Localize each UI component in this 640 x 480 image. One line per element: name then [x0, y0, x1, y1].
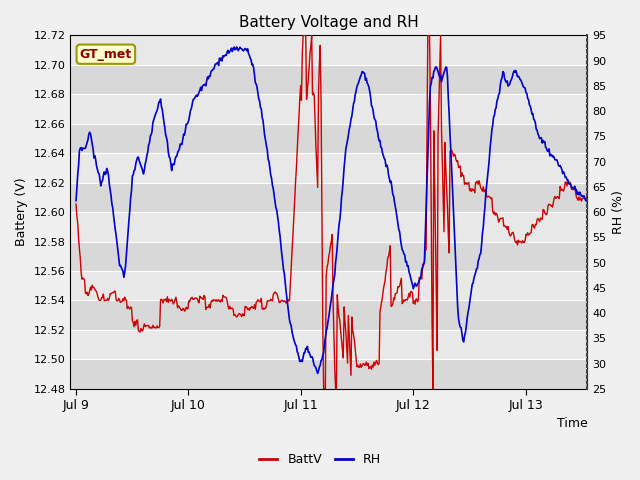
Bar: [70, 241, 588, 271]
Text: GT_met: GT_met: [80, 48, 132, 60]
Bar: [70, 360, 588, 389]
Bar: [70, 153, 588, 182]
Bar: [70, 300, 588, 330]
X-axis label: Time: Time: [557, 417, 588, 430]
Bar: [70, 36, 588, 65]
Legend: BattV, RH: BattV, RH: [253, 448, 387, 471]
Bar: [70, 124, 588, 153]
Bar: [70, 271, 588, 300]
Bar: [70, 65, 588, 94]
Bar: [70, 330, 588, 360]
Title: Battery Voltage and RH: Battery Voltage and RH: [239, 15, 419, 30]
Y-axis label: RH (%): RH (%): [612, 190, 625, 234]
Bar: [70, 94, 588, 124]
Y-axis label: Battery (V): Battery (V): [15, 178, 28, 246]
Bar: [70, 212, 588, 241]
Bar: [70, 182, 588, 212]
